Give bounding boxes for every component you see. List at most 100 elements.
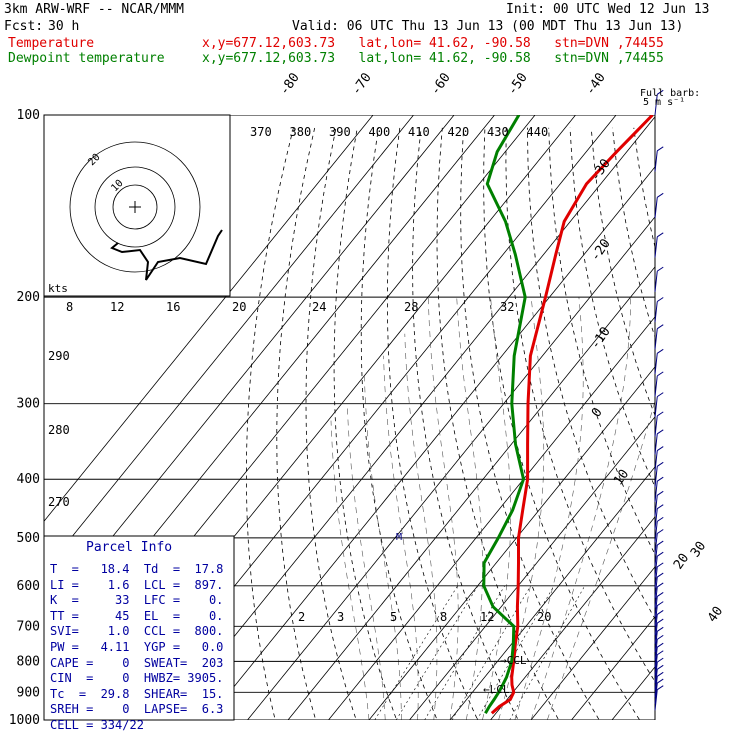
theta-label: 280 xyxy=(48,423,70,437)
wind-barb xyxy=(654,664,664,691)
pressure-tick-label: 100 xyxy=(17,108,40,123)
wind-barb xyxy=(654,504,664,530)
dewpoint-location: x,y=677.12,603.73 lat,lon= 41.62, -90.58… xyxy=(202,51,664,66)
wind-barb xyxy=(654,429,664,455)
init-time: Init: 00 UTC Wed 12 Jun 13 xyxy=(506,2,710,17)
parcel-info-row: SREH = 0 LAPSE= 6.3 xyxy=(50,702,224,717)
isotherm-line xyxy=(246,216,655,720)
model-title: 3km ARW-WRF -- NCAR/MMM xyxy=(4,2,185,17)
dry-adiabat xyxy=(633,127,655,249)
mixing-ratio-label: 12 xyxy=(480,610,494,624)
hodograph-speed-label: 12 xyxy=(110,300,124,314)
isotherm-label: 10 xyxy=(611,467,632,488)
isotherm-label: -20 xyxy=(588,236,614,264)
mixing-ratio-label: 2 xyxy=(298,610,305,624)
wind-barb xyxy=(654,592,664,618)
barb-legend-line1: Full barb: xyxy=(640,88,700,99)
isotherm-line xyxy=(570,616,655,720)
isotherm-label: 40 xyxy=(705,604,726,625)
ccl-annotation: →CCL xyxy=(500,654,527,667)
wind-barb xyxy=(654,551,664,577)
mixing-ratio-label: 20 xyxy=(537,610,551,624)
wind-barb xyxy=(654,490,664,517)
valid-time: Valid: 06 UTC Thu 13 Jun 13 (00 MDT Thu … xyxy=(292,19,684,34)
theta-e-label: 400 xyxy=(369,125,391,139)
wind-barb xyxy=(654,324,664,350)
level-marker: M xyxy=(396,532,402,543)
parcel-info-row: T = 18.4 Td = 17.8 xyxy=(50,562,224,576)
forecast-label: Fcst: xyxy=(4,19,44,34)
wind-barb xyxy=(654,562,664,588)
isotherm-line xyxy=(489,516,655,720)
wind-barb xyxy=(654,461,664,488)
wind-barb xyxy=(654,266,664,292)
wind-barb xyxy=(654,392,664,418)
theta-label: 290 xyxy=(48,349,70,363)
dry-adiabat xyxy=(676,128,740,733)
isotherm-line xyxy=(327,316,655,720)
isotherm-label: 30 xyxy=(688,539,709,560)
hodograph-frame xyxy=(43,114,231,297)
isotherm-line xyxy=(165,116,655,720)
dry-adiabat xyxy=(505,127,655,683)
pressure-tick-label: 500 xyxy=(17,531,40,546)
hodograph-speed-label: 32 xyxy=(500,300,514,314)
hodograph-units-label: kts xyxy=(48,282,68,295)
parcel-info-row: LI = 1.6 LCL = 897. xyxy=(50,577,224,592)
theta-e-label: 380 xyxy=(290,125,312,139)
mixing-ratio-label: 5 xyxy=(390,610,397,624)
parcel-info-row: SVI= 1.0 CCL = 800. xyxy=(50,624,224,639)
hodograph-speed-label: 20 xyxy=(232,300,246,314)
wind-barb xyxy=(654,626,664,653)
mixing-ratio-line xyxy=(451,585,531,720)
wind-barb xyxy=(654,516,664,543)
wind-barb xyxy=(654,348,664,375)
dry-adiabat xyxy=(360,127,438,720)
isotherm-label: -50 xyxy=(505,70,531,98)
wind-barb xyxy=(654,642,664,668)
isotherm-line xyxy=(449,466,655,720)
mixing-ratio-line xyxy=(509,585,586,720)
wind-barb xyxy=(654,610,664,636)
isotherm-line xyxy=(368,366,655,720)
parcel-info-row: PW = 4.11 YGP = 0.0 xyxy=(50,640,224,654)
moist-adiabat xyxy=(546,399,655,720)
theta-e-label: 420 xyxy=(448,125,470,139)
hodograph-speed-label: 28 xyxy=(404,300,418,314)
mixing-ratio-label: 8 xyxy=(440,610,447,624)
pressure-tick-label: 700 xyxy=(17,619,40,634)
mixing-ratio-line xyxy=(374,585,458,720)
theta-e-label: 390 xyxy=(329,125,351,139)
parcel-info-row: CAPE = 0 SWEAT= 203 xyxy=(50,655,224,670)
dry-adiabat xyxy=(276,127,317,720)
moist-adiabat xyxy=(530,297,631,720)
pressure-tick-label: 600 xyxy=(17,579,40,594)
hodograph-ring-outer xyxy=(69,141,201,273)
moist-adiabat xyxy=(404,333,438,720)
dry-adiabat xyxy=(527,127,655,620)
pressure-tick-label: 800 xyxy=(17,654,40,669)
dry-adiabat xyxy=(246,127,294,720)
moist-adiabat xyxy=(346,403,386,720)
theta-e-label: 410 xyxy=(408,125,430,139)
wind-barb xyxy=(654,601,664,627)
wind-barb xyxy=(654,671,664,698)
dry-adiabat xyxy=(387,127,479,720)
wind-barb xyxy=(654,582,664,608)
isotherm-label: -40 xyxy=(583,70,609,98)
moist-adiabat xyxy=(330,420,370,720)
dry-adiabat xyxy=(460,127,600,720)
dry-adiabat xyxy=(698,128,740,733)
temperature-legend: Temperature xyxy=(8,36,95,51)
dewpoint-trace xyxy=(482,115,527,715)
isotherm-line xyxy=(611,666,655,720)
moist-adiabat xyxy=(428,297,459,720)
theta-e-label: 430 xyxy=(487,125,509,139)
hodograph-trace xyxy=(110,229,223,281)
isotherm-label: -70 xyxy=(349,70,375,98)
dry-adiabat xyxy=(483,127,641,720)
dry-adiabat xyxy=(590,127,655,417)
moist-adiabat xyxy=(383,355,419,720)
theta-label: 270 xyxy=(48,495,70,509)
